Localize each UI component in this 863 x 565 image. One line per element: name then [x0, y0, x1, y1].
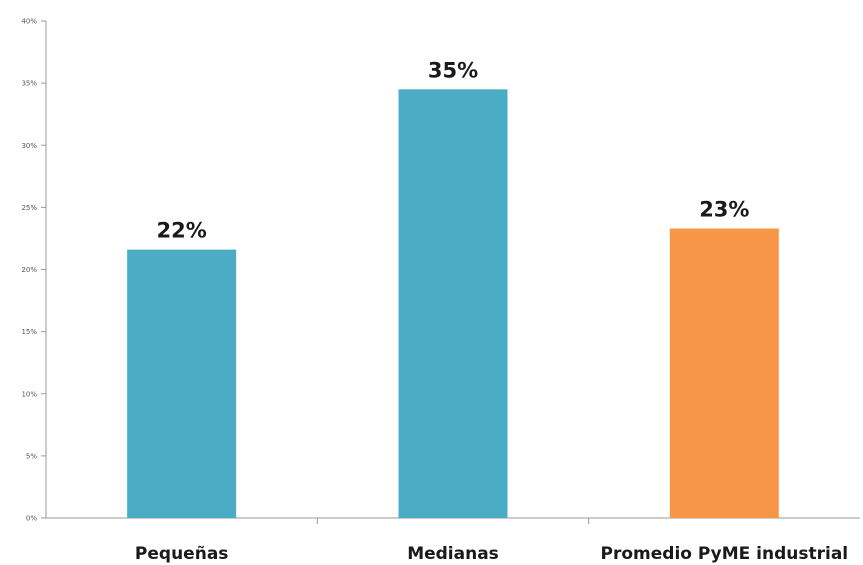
bar	[127, 249, 237, 518]
bar	[669, 228, 779, 518]
labels: 22% Pequeñas 35% Medianas 23% Promedio PyME i…	[135, 58, 848, 564]
bars	[127, 89, 779, 519]
y-tick-label: 40%	[21, 18, 37, 26]
bar	[398, 89, 508, 519]
data-label: 23%	[699, 197, 749, 221]
y-tick-label: 30%	[21, 142, 37, 150]
y-tick-label: 10%	[21, 390, 37, 398]
y-tick-label: 5%	[26, 452, 37, 460]
category-label: Pequeñas	[135, 544, 228, 564]
data-label: 35%	[428, 58, 478, 82]
category-label: Medianas	[407, 544, 499, 564]
data-label: 22%	[157, 219, 207, 243]
category-label: Promedio PyME industrial	[601, 544, 849, 564]
y-tick-label: 0%	[26, 515, 37, 523]
y-tick-label: 35%	[21, 80, 37, 88]
y-tick-label: 20%	[21, 266, 37, 274]
y-tick-label: 25%	[21, 204, 37, 212]
y-tick-label: 15%	[21, 328, 37, 336]
